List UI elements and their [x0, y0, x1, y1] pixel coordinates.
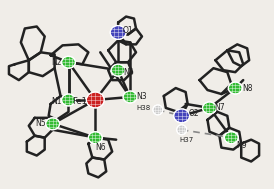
Text: H37: H37: [179, 137, 194, 143]
Ellipse shape: [62, 56, 75, 68]
Ellipse shape: [88, 132, 102, 144]
Ellipse shape: [86, 92, 104, 108]
Text: N4: N4: [123, 68, 133, 77]
Text: O2: O2: [188, 109, 199, 118]
Ellipse shape: [111, 64, 125, 76]
Text: N2: N2: [51, 58, 62, 67]
Text: N5: N5: [35, 119, 46, 128]
Text: O1: O1: [123, 26, 133, 35]
Ellipse shape: [153, 105, 163, 115]
Text: H38: H38: [137, 105, 151, 111]
Ellipse shape: [228, 82, 242, 94]
Text: N6: N6: [95, 143, 105, 152]
Ellipse shape: [62, 94, 75, 106]
Ellipse shape: [46, 118, 59, 130]
Ellipse shape: [110, 26, 126, 40]
Ellipse shape: [224, 132, 238, 144]
Text: N1: N1: [51, 98, 62, 106]
Ellipse shape: [123, 91, 137, 103]
Text: N8: N8: [242, 84, 252, 93]
Ellipse shape: [177, 125, 187, 135]
Text: N3: N3: [137, 92, 147, 101]
Ellipse shape: [202, 102, 216, 114]
Text: Fe1: Fe1: [72, 98, 87, 106]
Text: N7: N7: [214, 103, 225, 112]
Text: N9: N9: [236, 141, 247, 150]
Ellipse shape: [174, 109, 190, 123]
